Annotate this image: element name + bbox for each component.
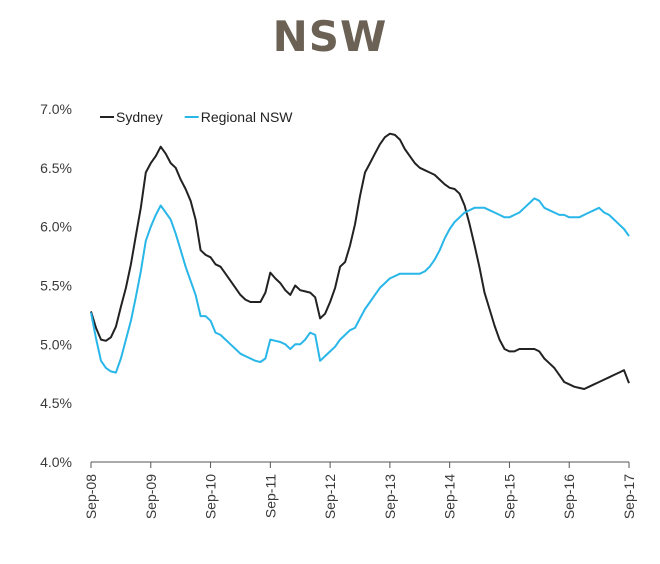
x-tick-label: Sep-10	[203, 474, 219, 519]
y-tick-label: 4.5%	[40, 395, 72, 411]
series-line	[90, 132, 630, 390]
series-line	[90, 197, 630, 374]
x-tick-label: Sep-17	[621, 474, 637, 519]
x-tick-label: Sep-11	[262, 474, 278, 518]
y-tick-label: 5.5%	[40, 278, 72, 294]
chart-title: NSW	[272, 12, 388, 61]
x-tick-label: Sep-12	[322, 474, 338, 519]
series-group	[90, 132, 630, 390]
x-tick-label: Sep-14	[442, 474, 458, 519]
y-tick-label: 7.0%	[40, 101, 72, 117]
legend-label: Sydney	[116, 109, 163, 125]
x-tick-label: Sep-13	[382, 474, 398, 519]
y-axis: 4.0% 4.5% 5.0% 5.5% 6.0% 6.5% 7.0%	[40, 101, 72, 470]
x-tick-label: Sep-16	[561, 474, 577, 519]
legend-label: Regional NSW	[201, 109, 294, 125]
legend: Sydney Regional NSW	[100, 109, 293, 125]
y-tick-label: 6.5%	[40, 160, 72, 176]
x-tick-label: Sep-09	[143, 474, 159, 519]
x-tick-label: Sep-08	[83, 474, 99, 519]
x-tick-label: Sep-15	[501, 474, 517, 519]
y-tick-label: 4.0%	[40, 454, 72, 470]
y-tick-label: 5.0%	[40, 336, 72, 352]
y-tick-label: 6.0%	[40, 219, 72, 235]
x-axis: Sep-08 Sep-09 Sep-10 Sep-11 Sep-12 Sep-13 Sep-…	[83, 461, 637, 519]
